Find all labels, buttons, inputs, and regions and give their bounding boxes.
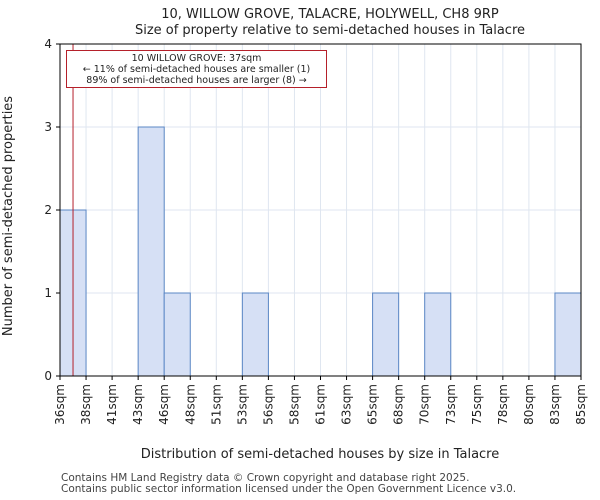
y-tick-label: 3	[44, 120, 52, 134]
x-tick-label: 36sqm	[53, 384, 67, 425]
bar	[372, 292, 400, 377]
annotation-box: 10 WILLOW GROVE: 37sqm ← 11% of semi-det…	[66, 50, 327, 88]
bar	[241, 292, 269, 377]
x-tick-label: 51sqm	[209, 384, 223, 425]
x-tick-label: 83sqm	[548, 384, 562, 425]
x-tick-label: 41sqm	[105, 384, 119, 425]
x-tick-label: 75sqm	[470, 384, 484, 425]
x-tick-label: 61sqm	[314, 384, 328, 425]
x-tick-label: 85sqm	[574, 384, 588, 425]
y-tick-label: 1	[44, 286, 52, 300]
y-tick-label: 0	[44, 369, 52, 383]
x-tick-label: 38sqm	[79, 384, 93, 425]
footer-line-1: Contains HM Land Registry data © Crown c…	[61, 472, 470, 484]
annotation-line-2: ← 11% of semi-detached houses are smalle…	[82, 64, 311, 75]
chart-title: 10, WILLOW GROVE, TALACRE, HOLYWELL, CH8…	[161, 7, 499, 22]
bar	[137, 126, 165, 377]
x-tick-label: 43sqm	[131, 384, 145, 425]
annotation-line-3: 89% of semi-detached houses are larger (…	[86, 75, 307, 86]
bar	[424, 292, 452, 377]
y-tick-label: 4	[44, 37, 52, 51]
x-tick-label: 58sqm	[287, 384, 301, 425]
x-tick-label: 65sqm	[366, 384, 380, 425]
bar	[163, 292, 191, 377]
x-tick-label: 46sqm	[157, 384, 171, 425]
x-tick-label: 53sqm	[235, 384, 249, 425]
y-axis-label: Number of semi-detached properties	[1, 96, 16, 336]
footer-line-2: Contains public sector information licen…	[61, 483, 517, 495]
x-tick-label: 80sqm	[522, 384, 536, 425]
bar	[554, 292, 582, 377]
x-axis-ticks: 36sqm 38sqm 41sqm 43sqm 46sqm 48sqm 51sqm 53sqm…	[53, 376, 588, 425]
x-tick-label: 73sqm	[444, 384, 458, 425]
x-axis-label: Distribution of semi-detached houses by …	[141, 447, 500, 462]
x-tick-label: 63sqm	[340, 384, 354, 425]
x-tick-label: 48sqm	[183, 384, 197, 425]
x-tick-label: 78sqm	[496, 384, 510, 425]
y-tick-label: 2	[44, 203, 52, 217]
y-axis-ticks: 0 1 2 3 4	[44, 37, 60, 383]
x-tick-label: 56sqm	[261, 384, 275, 425]
annotation-line-1: 10 WILLOW GROVE: 37sqm	[131, 53, 262, 64]
x-tick-label: 68sqm	[392, 384, 406, 425]
chart-subtitle: Size of property relative to semi-detach…	[135, 23, 525, 38]
x-tick-label: 70sqm	[418, 384, 432, 425]
